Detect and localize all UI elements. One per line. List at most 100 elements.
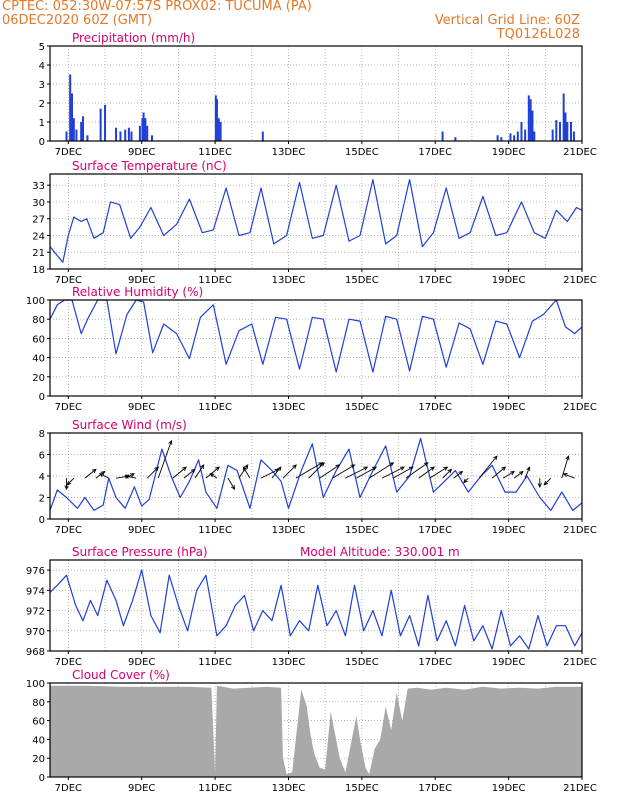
pressure-ytick-label: 972 xyxy=(26,607,45,618)
wind-vector xyxy=(429,466,448,479)
precipitation-bar xyxy=(516,131,519,141)
pressure-xtick-label: 19DEC xyxy=(492,657,526,668)
humidity-xtick-label: 9DEC xyxy=(128,402,155,413)
pressure-xtick-label: 7DEC xyxy=(55,657,82,668)
cloud-cover-ytick-label: 60 xyxy=(32,717,45,728)
precipitation-bar xyxy=(509,133,512,141)
precipitation-title: Precipitation (mm/h) xyxy=(72,31,195,45)
precipitation-bar xyxy=(496,135,499,141)
temperature-ytick-label: 21 xyxy=(32,248,45,259)
humidity-panel: 0 20 40 60 80 100 7DEC 9DEC 11DEC 13DEC 15DEC 17DEC… xyxy=(26,285,597,413)
humidity-xtick-label: 21DEC xyxy=(563,402,597,413)
pressure-xtick-label: 13DEC xyxy=(272,657,306,668)
temperature-line xyxy=(49,179,583,263)
wind-vector-head xyxy=(154,466,159,472)
wind-vector-head xyxy=(276,466,282,472)
pressure-panel: 968 970 972 974 976 7DEC 9DEC 11DEC 13DEC 15DEC 17… xyxy=(26,545,597,668)
header-date: 06DEC2020 60Z (GMT) xyxy=(2,13,153,28)
wind-vector-head xyxy=(98,473,104,478)
precipitation-ytick-label: 2 xyxy=(39,99,45,110)
wind-vector-head xyxy=(242,466,247,472)
wind-vector xyxy=(66,477,75,486)
precipitation-bar xyxy=(524,129,527,141)
wind-vector xyxy=(157,440,172,479)
wind-vector-head xyxy=(350,464,356,469)
precipitation-bar xyxy=(144,118,147,141)
precipitation-bar xyxy=(566,122,569,141)
wind-vector xyxy=(271,466,282,479)
wind-vector-head xyxy=(130,473,135,478)
precipitation-bar xyxy=(513,135,516,141)
cloud-cover-panel: 0 20 40 60 80 100 7DEC 9DEC 11DEC 13DEC 15DEC 17DEC… xyxy=(26,668,597,794)
pressure-xtick-label: 9DEC xyxy=(128,657,155,668)
humidity-ytick-label: 0 xyxy=(39,392,45,403)
precipitation-bar xyxy=(150,135,153,141)
precipitation-xtick-label: 11DEC xyxy=(198,147,232,158)
wind-ytick-label: 6 xyxy=(39,451,45,462)
wind-xtick-label: 19DEC xyxy=(492,525,526,536)
wind-vector-head xyxy=(124,474,130,479)
precipitation-bar xyxy=(572,131,575,141)
humidity-xtick-label: 7DEC xyxy=(55,402,82,413)
humidity-ytick-label: 20 xyxy=(32,373,45,384)
precipitation-bar xyxy=(75,129,78,141)
precipitation-bar xyxy=(215,99,218,141)
cloud-cover-ytick-label: 100 xyxy=(26,679,45,690)
cloud-cover-frame xyxy=(49,682,583,778)
precipitation-xtick-label: 21DEC xyxy=(563,147,597,158)
precipitation-xtick-label: 15DEC xyxy=(345,147,379,158)
wind-ytick-label: 2 xyxy=(39,494,45,505)
precipitation-bar xyxy=(562,93,565,141)
wind-vector-head xyxy=(458,470,464,476)
precipitation-bar xyxy=(127,127,130,141)
humidity-xtick-label: 13DEC xyxy=(272,402,306,413)
header-station: CPTEC: 052:30W-07:57S PROX02: TUCUMA (PA… xyxy=(2,0,312,14)
wind-vector xyxy=(381,466,405,479)
precipitation-bar xyxy=(564,112,567,141)
cloud-cover-xtick-label: 11DEC xyxy=(198,783,232,794)
precipitation-ytick-label: 0 xyxy=(39,137,45,148)
wind-vector-head xyxy=(64,485,69,491)
wind-xtick-label: 15DEC xyxy=(345,525,379,536)
wind-ytick-label: 8 xyxy=(39,429,45,440)
header-grid-line: Vertical Grid Line: 60Z xyxy=(434,13,580,28)
precipitation-bar xyxy=(138,125,141,141)
wind-vector-head xyxy=(244,464,249,469)
humidity-frame xyxy=(49,299,583,397)
humidity-ytick-label: 100 xyxy=(26,296,45,307)
temperature-frame xyxy=(49,173,583,270)
wind-vector xyxy=(332,464,355,479)
wind-vector-head xyxy=(372,466,378,471)
wind-vector-head xyxy=(430,466,435,471)
wind-vector xyxy=(282,464,297,479)
temperature-xtick-label: 13DEC xyxy=(272,275,306,286)
wind-vector-head xyxy=(543,480,549,486)
precipitation-bar xyxy=(441,131,444,141)
wind-vector xyxy=(183,468,196,479)
precipitation-bar xyxy=(72,118,75,141)
wind-xtick-label: 13DEC xyxy=(272,525,306,536)
humidity-ytick-label: 60 xyxy=(32,334,45,345)
humidity-xtick-label: 11DEC xyxy=(198,402,232,413)
wind-vector-head xyxy=(493,455,498,461)
cloud-cover-xtick-label: 21DEC xyxy=(563,783,597,794)
wind-xtick-label: 17DEC xyxy=(418,525,452,536)
precipitation-ytick-label: 5 xyxy=(39,42,45,53)
wind-vector xyxy=(227,477,235,490)
wind-vector-head xyxy=(423,462,429,467)
wind-vector xyxy=(238,464,249,479)
wind-xtick-label: 21DEC xyxy=(563,525,597,536)
wind-vector xyxy=(242,466,251,479)
temperature-xtick-label: 17DEC xyxy=(418,275,452,286)
wind-xtick-label: 7DEC xyxy=(55,525,82,536)
wind-vector-head xyxy=(335,464,341,469)
temperature-xtick-label: 11DEC xyxy=(198,275,232,286)
humidity-ytick-label: 80 xyxy=(32,315,45,326)
cloud-cover-xtick-label: 7DEC xyxy=(55,783,82,794)
precipitation-ytick-label: 4 xyxy=(39,61,45,72)
pressure-line xyxy=(49,569,583,650)
wind-vector xyxy=(345,466,368,479)
wind-vector xyxy=(524,466,530,479)
wind-vector xyxy=(356,466,377,479)
precipitation-bar xyxy=(520,122,523,141)
